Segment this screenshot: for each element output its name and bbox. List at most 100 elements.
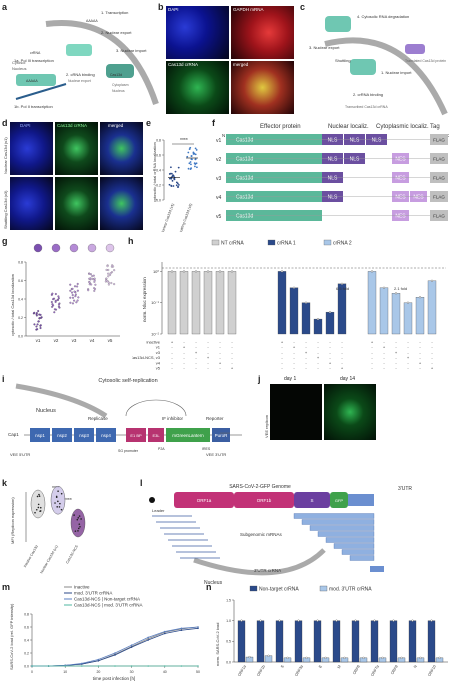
panel-f-header-0: Effector protein bbox=[260, 124, 301, 130]
panel-n-bar bbox=[256, 620, 265, 663]
micrograph-dapi: DAPI bbox=[166, 6, 229, 59]
panel-h-bar bbox=[215, 271, 225, 335]
panel-h-matrix-cell: - bbox=[383, 366, 385, 371]
panel-k-point bbox=[57, 500, 59, 503]
panel-h-bar bbox=[337, 283, 347, 335]
panel-g-point bbox=[69, 283, 72, 286]
panel-e-point bbox=[189, 161, 192, 163]
panel-g-point bbox=[72, 296, 75, 299]
panel-g-point bbox=[35, 325, 38, 328]
panel-g-point bbox=[73, 299, 76, 302]
panel-e-point bbox=[190, 155, 193, 157]
panel-g-point bbox=[51, 305, 54, 308]
panel-k-point bbox=[76, 518, 79, 521]
panel-h-bar-point bbox=[304, 301, 308, 304]
panel-h-matrix-cell: - bbox=[329, 340, 331, 345]
panel-n-legend-swatch bbox=[319, 585, 328, 592]
panel-g-point bbox=[107, 283, 110, 286]
panel-h-matrix-cell: - bbox=[419, 340, 421, 345]
panel-m-point bbox=[81, 662, 83, 665]
panel-h-bar-point bbox=[170, 270, 174, 273]
panel-m-point bbox=[147, 665, 149, 667]
panel-e-ytick-label: 0.2 bbox=[156, 183, 161, 187]
panel-g-point bbox=[39, 327, 42, 330]
panel-e-point bbox=[189, 168, 192, 170]
panel-k-point bbox=[79, 525, 81, 528]
panel-g-point bbox=[57, 305, 60, 308]
panel-k-chart: MFI (Replicon expression) **** **** inac… bbox=[10, 486, 86, 574]
panel-h-matrix-cell: - bbox=[407, 340, 409, 345]
panel-h-matrix-cell: - bbox=[231, 360, 233, 365]
panel-h-matrix-cell: - bbox=[317, 345, 319, 350]
panel-n-bar bbox=[313, 620, 322, 663]
micrograph-d-merged-1: merged bbox=[100, 122, 143, 175]
panel-n-xlabel: ORF1b bbox=[256, 665, 266, 678]
panel-n-letter: n bbox=[206, 582, 212, 592]
panel-g-point bbox=[54, 293, 57, 296]
panel-h-matrix-cell: - bbox=[219, 345, 221, 350]
panel-j-day14: day 14 bbox=[340, 376, 356, 382]
panel-h-bar bbox=[313, 318, 323, 335]
panel-i-label-17: P2A bbox=[158, 447, 165, 451]
panel-c-schematic: 4. Cytosolic RNA degradation 3. Nuclear … bbox=[309, 14, 448, 116]
panel-i-label-12: mGreenLantern bbox=[172, 433, 204, 438]
panel-n-xlabel: S bbox=[280, 664, 285, 669]
panel-h-bar bbox=[301, 302, 311, 335]
panel-h-matrix-cell: - bbox=[419, 345, 421, 350]
panel-g-point bbox=[35, 312, 38, 315]
panel-k-point bbox=[78, 515, 81, 517]
panel-g-point bbox=[113, 283, 116, 286]
panel-n-bar-point bbox=[419, 656, 422, 659]
panel-c-label-6: Translated Cas13d protein bbox=[405, 59, 446, 63]
panel-g-point bbox=[87, 289, 90, 292]
panel-h-matrix-cell: + bbox=[407, 355, 410, 360]
panel-g-point bbox=[113, 269, 116, 272]
panel-g-point bbox=[54, 300, 57, 303]
panel-m-xtick-label: 0 bbox=[31, 670, 33, 674]
panel-h-legend-label: crRNA 2 bbox=[333, 241, 352, 247]
panel-h-matrix-cell: - bbox=[341, 345, 343, 350]
panel-h-matrix-cell: + bbox=[293, 345, 296, 350]
panel-h-rowlabel: v4 bbox=[156, 360, 161, 365]
panel-n-xlabel: ORF7a bbox=[370, 664, 380, 677]
panel-g-point bbox=[58, 303, 61, 306]
panel-i-letter: i bbox=[2, 374, 5, 384]
panel-g-point bbox=[91, 275, 94, 278]
panel-g-ytick-label: 0.8 bbox=[18, 260, 23, 264]
micrograph-d-merged-2 bbox=[100, 177, 143, 230]
panel-k-point bbox=[55, 495, 58, 498]
panel-f-protein-label: Cas13d bbox=[236, 214, 253, 220]
panel-h-legend-swatch bbox=[267, 239, 276, 246]
panel-h-matrix-cell: - bbox=[183, 355, 185, 360]
panel-k-point bbox=[80, 518, 82, 520]
panel-h-bar bbox=[203, 271, 213, 335]
panel-g-point bbox=[88, 277, 91, 280]
panel-e-point bbox=[169, 177, 171, 180]
micrograph-label: Cas13d crRNA bbox=[57, 123, 88, 128]
panel-i-label-10: E1 BP bbox=[130, 433, 142, 438]
panel-h-matrix-cell: + bbox=[207, 355, 210, 360]
panel-f-rowname: v5 bbox=[216, 214, 222, 220]
panel-k-point bbox=[77, 517, 80, 519]
panel-h-matrix-cell: - bbox=[383, 350, 385, 355]
panel-k-point bbox=[77, 530, 79, 532]
panel-k-point bbox=[38, 493, 40, 496]
panel-h-legend-swatch bbox=[211, 239, 220, 246]
panel-k-point bbox=[56, 506, 59, 508]
panel-h-matrix-cell: - bbox=[431, 360, 433, 365]
panel-e-point bbox=[194, 153, 197, 156]
panel-f-tag-label: FLAG bbox=[433, 195, 445, 200]
panel-h-matrix-cell: - bbox=[305, 345, 307, 350]
panel-g-cell-icon bbox=[69, 243, 79, 253]
panel-e-point bbox=[176, 182, 179, 185]
panel-i-label-3: IF inhibitor bbox=[162, 416, 184, 421]
panel-g-point bbox=[106, 265, 109, 268]
panel-n-legend-label: Non-target crRNA bbox=[259, 587, 299, 593]
panel-g-ylabel: cytosolic / total Cas13d localization bbox=[10, 274, 15, 336]
panel-m-point bbox=[114, 652, 116, 654]
panel-m-point bbox=[147, 636, 149, 639]
panel-h-bar bbox=[277, 271, 287, 335]
panel-h-matrix-cell: - bbox=[183, 360, 185, 365]
panel-n-xlabel: ORF3a bbox=[294, 664, 304, 677]
panel-k-point bbox=[74, 530, 77, 532]
